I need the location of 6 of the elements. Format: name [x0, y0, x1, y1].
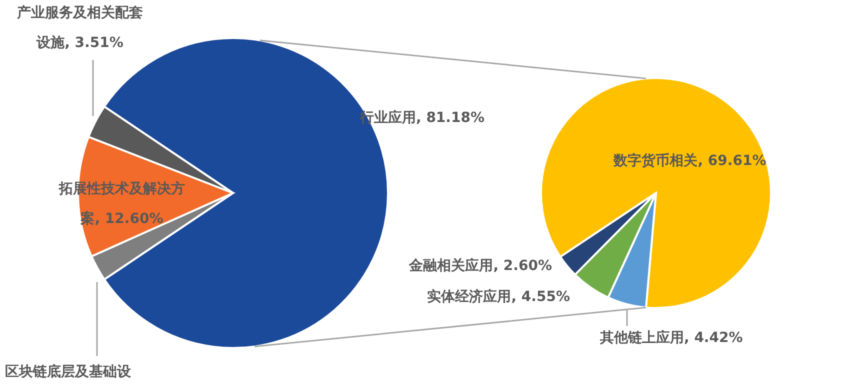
slice-label: 实体经济应用, 4.55% [427, 288, 570, 305]
slice-label: 金融相关应用, 2.60% [408, 257, 552, 274]
slice-label: 其他链上应用, 4.42% [599, 329, 743, 346]
slice-label: 区块链底层及基础设 [5, 363, 132, 380]
slice-label: 产业服务及相关配套设施, 3.51% [16, 4, 143, 51]
slice-label: 数字货币相关, 69.61% [612, 152, 766, 169]
